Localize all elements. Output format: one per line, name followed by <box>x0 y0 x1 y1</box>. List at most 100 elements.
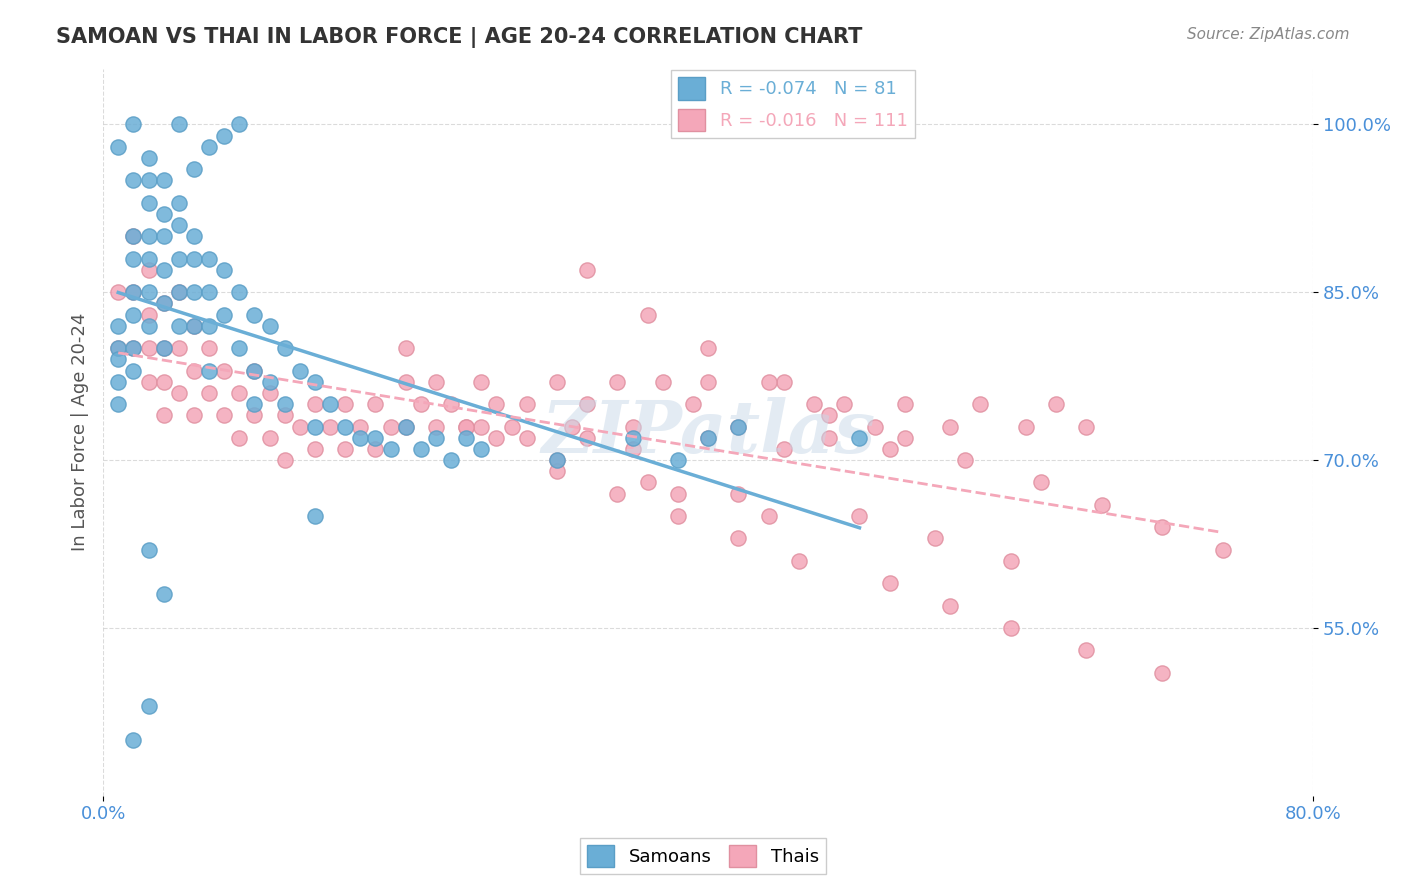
Thais <box>787 554 810 568</box>
Thais <box>167 341 190 355</box>
Samoans <box>138 195 160 210</box>
Samoans <box>470 442 492 456</box>
Samoans <box>183 229 205 244</box>
Thais <box>304 397 326 411</box>
Thais <box>138 308 160 322</box>
Thais <box>848 509 870 524</box>
Samoans <box>122 118 145 132</box>
Thais <box>955 453 977 467</box>
Samoans <box>349 431 371 445</box>
Samoans <box>122 341 145 355</box>
Thais <box>697 341 720 355</box>
Thais <box>682 397 704 411</box>
Thais <box>516 397 538 411</box>
Samoans <box>122 229 145 244</box>
Samoans <box>259 318 281 333</box>
Thais <box>107 285 129 300</box>
Thais <box>516 431 538 445</box>
Thais <box>364 397 387 411</box>
Thais <box>651 375 673 389</box>
Thais <box>666 509 689 524</box>
Thais <box>183 318 205 333</box>
Thais <box>666 486 689 500</box>
Samoans <box>183 252 205 266</box>
Thais <box>1150 520 1173 534</box>
Samoans <box>666 453 689 467</box>
Thais <box>259 386 281 401</box>
Thais <box>167 386 190 401</box>
Thais <box>183 363 205 377</box>
Samoans <box>228 118 250 132</box>
Samoans <box>212 263 235 277</box>
Thais <box>894 431 917 445</box>
Thais <box>772 375 794 389</box>
Thais <box>939 419 962 434</box>
Samoans <box>228 285 250 300</box>
Text: SAMOAN VS THAI IN LABOR FORCE | AGE 20-24 CORRELATION CHART: SAMOAN VS THAI IN LABOR FORCE | AGE 20-2… <box>56 27 863 48</box>
Samoans <box>122 173 145 187</box>
Thais <box>1211 542 1233 557</box>
Thais <box>228 431 250 445</box>
Samoans <box>259 375 281 389</box>
Samoans <box>228 341 250 355</box>
Samoans <box>122 285 145 300</box>
Samoans <box>243 363 266 377</box>
Samoans <box>727 419 749 434</box>
Thais <box>198 341 221 355</box>
Samoans <box>304 375 326 389</box>
Samoans <box>697 431 720 445</box>
Thais <box>1015 419 1038 434</box>
Thais <box>758 509 780 524</box>
Thais <box>546 464 568 478</box>
Samoans <box>138 542 160 557</box>
Samoans <box>546 453 568 467</box>
Thais <box>409 397 432 411</box>
Samoans <box>198 252 221 266</box>
Thais <box>395 419 418 434</box>
Samoans <box>167 285 190 300</box>
Thais <box>198 386 221 401</box>
Y-axis label: In Labor Force | Age 20-24: In Labor Force | Age 20-24 <box>72 313 89 551</box>
Samoans <box>122 252 145 266</box>
Samoans <box>212 308 235 322</box>
Thais <box>1076 419 1098 434</box>
Samoans <box>440 453 463 467</box>
Thais <box>380 419 402 434</box>
Thais <box>333 397 356 411</box>
Samoans <box>273 341 295 355</box>
Thais <box>485 397 508 411</box>
Thais <box>546 375 568 389</box>
Samoans <box>621 431 644 445</box>
Samoans <box>848 431 870 445</box>
Thais <box>576 263 599 277</box>
Samoans <box>198 140 221 154</box>
Thais <box>122 229 145 244</box>
Samoans <box>304 419 326 434</box>
Thais <box>395 341 418 355</box>
Thais <box>304 442 326 456</box>
Thais <box>697 375 720 389</box>
Thais <box>1090 498 1112 512</box>
Legend: Samoans, Thais: Samoans, Thais <box>579 838 827 874</box>
Samoans <box>122 732 145 747</box>
Thais <box>727 419 749 434</box>
Thais <box>758 375 780 389</box>
Thais <box>122 285 145 300</box>
Thais <box>924 532 946 546</box>
Thais <box>107 341 129 355</box>
Samoans <box>138 173 160 187</box>
Thais <box>138 263 160 277</box>
Thais <box>425 419 447 434</box>
Thais <box>818 431 841 445</box>
Thais <box>1029 475 1052 490</box>
Thais <box>727 486 749 500</box>
Thais <box>637 475 659 490</box>
Samoans <box>138 252 160 266</box>
Samoans <box>152 296 174 310</box>
Thais <box>273 453 295 467</box>
Samoans <box>183 318 205 333</box>
Thais <box>470 419 492 434</box>
Samoans <box>167 195 190 210</box>
Thais <box>879 576 901 591</box>
Thais <box>727 532 749 546</box>
